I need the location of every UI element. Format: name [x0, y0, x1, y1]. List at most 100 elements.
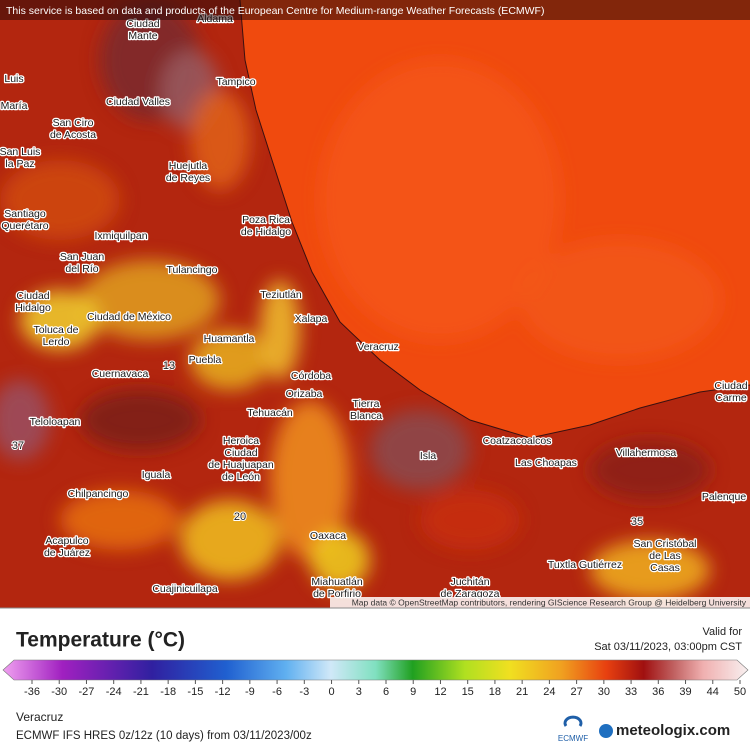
temperature-label: 35 [631, 516, 643, 528]
model-info: ECMWF IFS HRES 0z/12z (10 days) from 03/… [16, 730, 312, 742]
tick-label: -9 [245, 686, 255, 698]
temperature-label: 13 [163, 360, 175, 372]
place-label: la Paz [5, 158, 34, 170]
temperature-label: 20 [234, 511, 246, 523]
colorbar [2, 659, 749, 681]
tick-label: 21 [516, 686, 528, 698]
place-label: San Cristóbal [633, 538, 696, 550]
place-label: San Ciro [53, 117, 94, 129]
place-label: Toluca de [34, 324, 79, 336]
place-label: Blanca [350, 410, 382, 422]
tick-label: 27 [570, 686, 582, 698]
map: AldamaCiudadManteTampicoCiudad VallesSan… [0, 0, 750, 608]
place-label: Santiago [4, 208, 46, 220]
tick-label: 18 [489, 686, 501, 698]
place-label: Luis [4, 73, 23, 85]
tick-label: -36 [24, 686, 40, 698]
place-label: Cuernavaca [92, 368, 149, 380]
tick-label: 33 [625, 686, 637, 698]
place-label: Carme [715, 392, 747, 404]
ecmwf-text: ECMWF [558, 734, 588, 743]
place-label: Cuajinicuilapa [152, 583, 218, 595]
place-label: Las Choapas [515, 457, 577, 469]
tick-label: -18 [160, 686, 176, 698]
place-label: del Río [65, 263, 98, 275]
temperature-patch [270, 400, 350, 560]
ecmwf-logo [563, 715, 583, 727]
place-label: Tampico [216, 76, 255, 88]
place-label: Huamantla [204, 333, 255, 345]
temperature-patch [190, 330, 270, 390]
tick-label: -27 [79, 686, 95, 698]
place-label: Miahuatlán [311, 576, 363, 588]
place-label: Acapulco [45, 535, 88, 547]
place-label: Isla [420, 450, 437, 462]
tick-label: 44 [707, 686, 719, 698]
tick-label: -12 [215, 686, 231, 698]
place-label: San Luis [0, 146, 40, 158]
place-label: de Acosta [50, 129, 96, 141]
place-label: Mante [128, 30, 157, 42]
place-label: Puebla [189, 354, 222, 366]
place-labels: AldamaCiudadManteTampicoCiudad VallesSan… [0, 11, 749, 601]
temperature-label: 37 [12, 440, 24, 452]
place-label: Huejutla [169, 160, 208, 172]
colorbar-ticks: -36 -30 -27 -24 -21 -18 -15 -12 -9 -6 -3 0 3 6 9 12 15 18… [24, 680, 746, 698]
place-label: Villahermosa [616, 447, 677, 459]
temperature-patch [310, 530, 370, 590]
temperature-patch [420, 490, 520, 550]
temperature-patch [80, 390, 200, 450]
place-label: Ixmiquilpan [94, 230, 147, 242]
place-label: Casas [650, 562, 680, 574]
place-label: Ciudad [714, 380, 747, 392]
place-label: Ciudad [224, 447, 257, 459]
place-label: Ciudad [16, 290, 49, 302]
attribution: Map data © OpenStreetMap contributors, r… [352, 597, 747, 607]
brand-logo [599, 724, 613, 738]
place-label: de León [222, 471, 260, 483]
place-label: Palenque [702, 491, 747, 503]
place-label: Querétaro [1, 220, 48, 232]
place-label: Chilpancingo [68, 488, 129, 500]
location: Veracruz [16, 710, 63, 724]
place-label: Tuxtla Gutiérrez [548, 559, 622, 571]
place-label: Ciudad [126, 18, 159, 30]
tick-label: 39 [679, 686, 691, 698]
legend-title: Temperature (°C) [16, 629, 185, 652]
temperature-patch [0, 160, 120, 240]
place-label: Hidalgo [15, 302, 51, 314]
tick-label: -6 [272, 686, 282, 698]
place-label: Iguala [142, 469, 171, 481]
tick-label: 30 [598, 686, 610, 698]
place-label: Oaxaca [310, 530, 346, 542]
place-label: San Juan [60, 251, 105, 263]
place-label: Tulancingo [167, 264, 218, 276]
tick-label: 3 [356, 686, 362, 698]
place-label: Poza Rica [242, 214, 290, 226]
place-label: Teziutlán [260, 289, 302, 301]
tick-label: 15 [462, 686, 474, 698]
place-label: Coatzacoalcos [483, 435, 552, 447]
place-label: de Juárez [44, 547, 90, 559]
place-label: Juchitán [450, 576, 489, 588]
notice-bar [0, 0, 750, 20]
sea-field [320, 60, 720, 360]
place-label: de Porfirio [313, 588, 361, 600]
temperature-patch [20, 290, 100, 350]
temperature-patch [60, 490, 180, 550]
tick-label: -24 [106, 686, 122, 698]
tick-label: 24 [543, 686, 555, 698]
place-label: Heroica [223, 435, 259, 447]
place-label: Tehuacán [247, 407, 293, 419]
brand: meteologix.com [616, 722, 730, 739]
place-label: Veracruz [357, 341, 398, 353]
tick-label: 36 [652, 686, 664, 698]
place-label: Orizaba [286, 388, 323, 400]
place-label: de Hidalgo [241, 226, 291, 238]
place-label: Ciudad Valles [106, 96, 170, 108]
place-label: de Las [649, 550, 681, 562]
notice: This service is based on data and produc… [6, 5, 544, 17]
temperature-patch [190, 90, 250, 190]
tick-label: -21 [133, 686, 149, 698]
